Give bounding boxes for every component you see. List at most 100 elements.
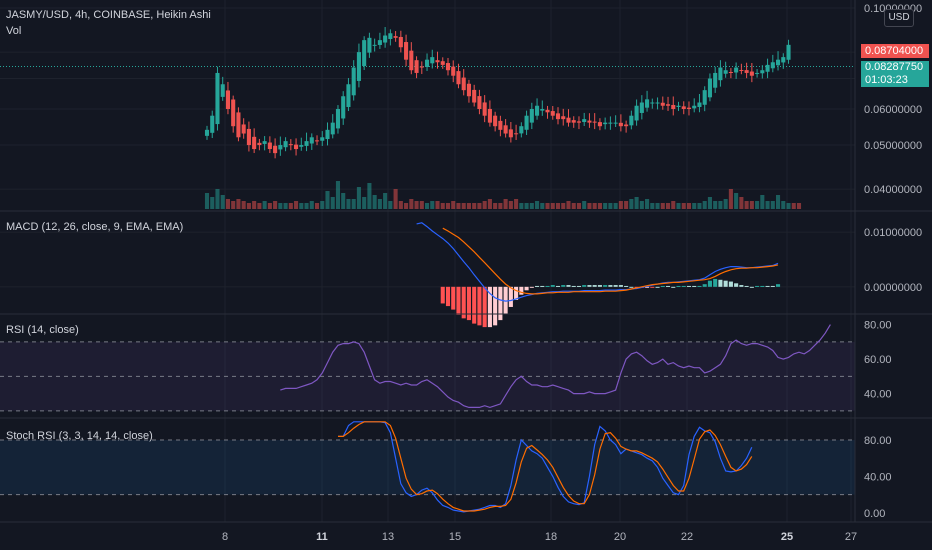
macd-histogram-bar (456, 286, 461, 315)
candle-body (639, 102, 644, 113)
price-tick-label: 0.04000000 (864, 184, 922, 196)
volume-bar (377, 199, 382, 209)
volume-bar (351, 199, 356, 209)
macd-histogram-bar (519, 286, 524, 295)
stoch-d-line (338, 421, 753, 512)
volume-bar (587, 203, 592, 209)
volume-bar (760, 195, 765, 209)
volume-bar (739, 197, 744, 209)
volume-bar (655, 203, 660, 209)
macd-histogram-bar (587, 285, 592, 287)
candle-body (739, 69, 744, 71)
candle-body (618, 122, 623, 127)
candle-body (681, 106, 686, 109)
candle-body (603, 122, 608, 125)
macd-histogram-bar (540, 285, 545, 287)
signal-line (442, 227, 779, 295)
macd-histogram-bar (613, 285, 618, 287)
volume-bar (791, 203, 796, 209)
volume-bar (314, 203, 320, 209)
volume-bar (262, 201, 267, 209)
volume-bar (204, 193, 210, 209)
candle-body (241, 124, 246, 134)
x-tick-label: 18 (545, 531, 557, 543)
x-tick-label: 13 (382, 531, 394, 543)
macd-histogram-bar (498, 286, 503, 321)
candle-body (262, 141, 267, 144)
candle-body (393, 36, 398, 38)
candle-body (383, 35, 388, 43)
volume-bar (545, 203, 550, 209)
volume-bar (335, 181, 341, 209)
candle-body (587, 120, 592, 123)
macd-pane (416, 222, 781, 328)
currency-button[interactable]: USD (884, 9, 914, 27)
volume-bar (508, 201, 513, 209)
volume-label[interactable]: Vol (6, 25, 22, 37)
volume-bar (346, 199, 351, 209)
volume-bar (624, 201, 629, 209)
volume-bar (299, 203, 304, 209)
candle-body (372, 44, 377, 46)
x-tick-label: 27 (845, 531, 857, 543)
volume-bar (356, 187, 361, 209)
candle-body (571, 120, 576, 123)
macd-histogram-bar (514, 286, 519, 300)
volume-bar (524, 203, 529, 209)
volume-bar (225, 199, 230, 209)
volume-bar (582, 201, 587, 209)
volume-bar (341, 193, 346, 209)
macd-histogram-bar (739, 285, 744, 287)
candle-body (723, 70, 728, 74)
rsi-label[interactable]: RSI (14, close) (6, 324, 79, 336)
candle-body (660, 102, 665, 106)
macd-histogram-bar (524, 286, 529, 291)
candle-body (718, 67, 723, 81)
volume-bar (686, 203, 692, 209)
candle-body (755, 72, 760, 74)
volume-bar (618, 201, 623, 209)
macd-histogram-bar (713, 278, 718, 287)
volume-bar (267, 203, 272, 209)
volume-bar (325, 191, 330, 209)
candle-body (734, 67, 739, 73)
candle-body (592, 121, 597, 123)
volume-bar (288, 203, 293, 209)
macd-histogram-bar (482, 286, 487, 328)
stoch-rsi-label[interactable]: Stoch RSI (3, 3, 14, 14, close) (6, 430, 153, 442)
candle-body (367, 37, 372, 53)
candle-body (472, 89, 477, 103)
candle-body (645, 99, 650, 108)
macd-histogram-bar (744, 285, 749, 287)
candle-body (283, 141, 288, 148)
volume-bar (419, 201, 424, 209)
volume-bar (398, 201, 403, 209)
volume-bar (451, 201, 456, 209)
macd-label[interactable]: MACD (12, 26, close, 9, EMA, EMA) (6, 221, 184, 233)
candle-body (451, 66, 456, 76)
volume-bar (461, 203, 466, 209)
candle-body (252, 136, 257, 150)
volume-bar (613, 203, 618, 209)
macd-histogram-bar (477, 286, 482, 326)
candle-body (650, 102, 655, 104)
candle-body (320, 137, 325, 141)
candle-body (582, 119, 587, 123)
candle-body (435, 60, 440, 63)
x-tick-label: 11 (316, 531, 328, 543)
candle-body (304, 141, 309, 146)
macd-histogram-bar (503, 286, 508, 314)
macd-histogram-bar (629, 286, 634, 288)
candle-body (398, 36, 403, 48)
countdown-tag: 01:03:23 (861, 74, 929, 87)
macd-histogram-bar (760, 285, 765, 287)
candle-body (749, 71, 754, 76)
macd-histogram-bar (487, 286, 492, 328)
volume-bar (755, 201, 760, 209)
stoch-tick-label: 0.00 (864, 508, 885, 520)
macd-histogram-bar (770, 285, 775, 287)
volume-bar (294, 201, 299, 209)
symbol-title[interactable]: JASMY/USD, 4h, COINBASE, Heikin Ashi (6, 9, 211, 21)
macd-histogram-bar (660, 285, 665, 287)
